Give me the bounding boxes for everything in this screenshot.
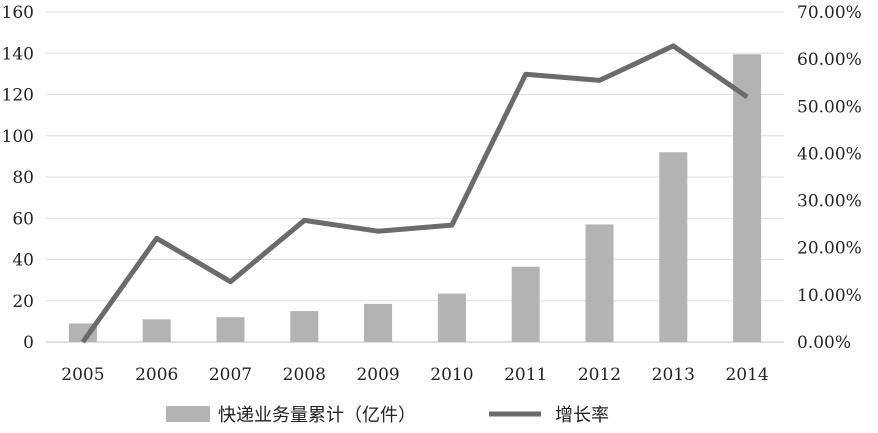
right-tick-label: 40.00% xyxy=(797,144,862,164)
x-tick-label: 2014 xyxy=(725,365,768,385)
right-tick-label: 0.00% xyxy=(797,333,851,353)
bar-2014 xyxy=(733,54,761,342)
legend-label-line: 增长率 xyxy=(555,405,609,426)
right-tick-label: 10.00% xyxy=(797,286,862,306)
left-axis-ticks: 0 20 40 60 80 100 120 140 160 xyxy=(2,3,34,353)
line-point-2010 xyxy=(451,225,452,226)
x-tick-label: 2008 xyxy=(283,365,326,385)
bar-series xyxy=(69,54,761,342)
bar-2008 xyxy=(290,311,318,342)
x-tick-label: 2011 xyxy=(504,365,547,385)
line-point-2006 xyxy=(156,238,157,239)
right-axis-ticks: 0.00% 10.00% 20.00% 30.00% 40.00% 50.00% 60.00… xyxy=(797,3,862,353)
left-tick-label: 140 xyxy=(2,44,34,64)
x-tick-label: 2005 xyxy=(61,365,104,385)
x-tick-label: 2012 xyxy=(578,365,621,385)
line-point-2012 xyxy=(599,80,600,81)
left-tick-label: 80 xyxy=(12,168,34,188)
line-point-2007 xyxy=(230,281,231,282)
bar-2010 xyxy=(438,294,466,342)
left-tick-label: 0 xyxy=(23,333,34,353)
bar-2013 xyxy=(659,152,687,342)
x-axis-ticks: 2005 2006 2007 2008 2009 2010 2011 2012 2013 2014 xyxy=(61,365,768,385)
legend: 快递业务量累计（亿件） 增长率 xyxy=(166,405,609,426)
right-tick-label: 70.00% xyxy=(797,3,862,23)
line-point-2013 xyxy=(673,45,674,46)
line-point-2005 xyxy=(82,342,83,343)
x-tick-label: 2013 xyxy=(652,365,695,385)
right-tick-label: 20.00% xyxy=(797,239,862,259)
right-tick-label: 50.00% xyxy=(797,97,862,117)
left-tick-label: 120 xyxy=(2,86,34,106)
bar-2009 xyxy=(364,304,392,342)
x-tick-label: 2006 xyxy=(135,365,178,385)
line-point-2011 xyxy=(525,74,526,75)
left-tick-label: 160 xyxy=(2,3,34,23)
line-series xyxy=(82,45,747,342)
growth-rate-line xyxy=(83,46,747,342)
bar-2007 xyxy=(217,317,245,342)
x-tick-label: 2007 xyxy=(209,365,252,385)
bar-2006 xyxy=(143,319,171,342)
left-tick-label: 40 xyxy=(12,251,34,271)
legend-label-bar: 快递业务量累计（亿件） xyxy=(218,405,416,426)
line-point-2014 xyxy=(747,96,748,97)
left-tick-label: 20 xyxy=(12,292,34,312)
legend-swatch-bar xyxy=(166,406,210,422)
bar-2011 xyxy=(512,267,540,342)
right-tick-label: 30.00% xyxy=(797,192,862,212)
bar-2012 xyxy=(586,224,614,342)
right-tick-label: 60.00% xyxy=(797,50,862,70)
line-point-2009 xyxy=(378,231,379,232)
x-tick-label: 2010 xyxy=(430,365,473,385)
line-point-2008 xyxy=(304,220,305,221)
x-tick-label: 2009 xyxy=(356,365,399,385)
left-tick-label: 100 xyxy=(2,127,34,147)
left-tick-label: 60 xyxy=(12,209,34,229)
